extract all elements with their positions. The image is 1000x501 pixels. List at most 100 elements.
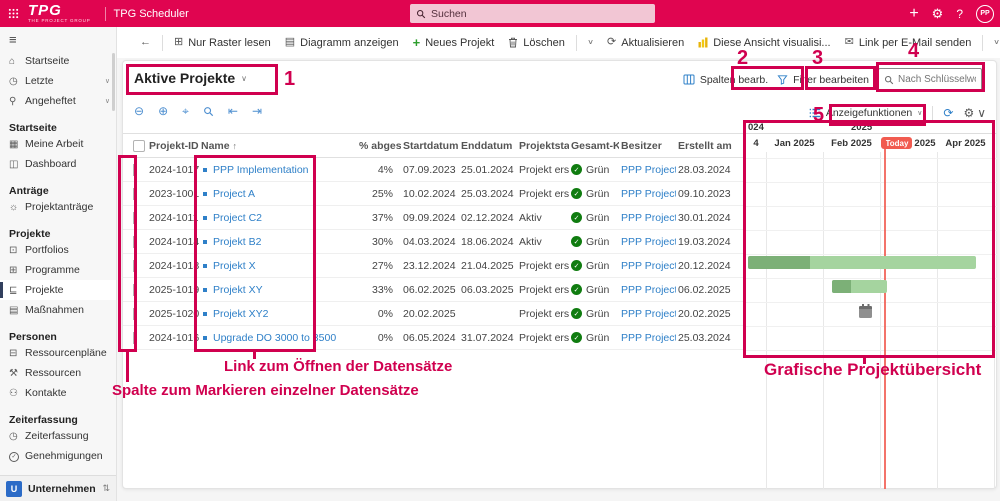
- sidebar-item-dashboard[interactable]: ◫ Dashboard: [0, 154, 116, 174]
- cell-projektstand: Projekt erstellt: [519, 331, 569, 344]
- gantt-zoom-toolbar: ⊖ ⊕ ⌖ ⇤ ⇥: [134, 105, 262, 117]
- refresh-icon[interactable]: ⟳: [943, 106, 954, 120]
- sidebar-item-zeiterfassung[interactable]: ◷ Zeiterfassung: [0, 426, 116, 446]
- sidebar-item-startseite[interactable]: ⌂ Startseite: [0, 51, 116, 71]
- keyword-search-box[interactable]: [878, 68, 982, 91]
- global-search-input[interactable]: [431, 7, 649, 20]
- project-link[interactable]: Project A: [213, 187, 256, 200]
- column-header-projektstand[interactable]: Projektstand: [519, 139, 569, 152]
- project-link[interactable]: Projekt B2: [213, 235, 262, 248]
- row-checkbox[interactable]: [133, 331, 135, 344]
- project-link[interactable]: Upgrade DO 3000 to 3500: [213, 331, 337, 344]
- sidebar-item-ressourcen[interactable]: ⚒ Ressourcen: [0, 363, 116, 383]
- app-title: TPG Scheduler: [113, 7, 189, 20]
- gantt-bar-projekt-x[interactable]: [748, 256, 976, 269]
- columns-icon: [683, 74, 695, 85]
- row-checkbox[interactable]: [133, 235, 135, 248]
- column-header-besitzer[interactable]: Besitzer: [621, 139, 662, 152]
- email-chevron[interactable]: ∨: [987, 35, 1000, 50]
- search-icon[interactable]: [203, 106, 214, 117]
- row-checkbox[interactable]: [133, 163, 135, 176]
- cell-besitzer: PPP Project Ma: [619, 260, 676, 272]
- global-search-box[interactable]: [410, 4, 655, 23]
- zoom-fit-icon[interactable]: ⌖: [182, 104, 189, 118]
- gear-icon[interactable]: ⚙: [931, 6, 944, 21]
- sidebar-item-genehmigungen[interactable]: ✓ Genehmigungen: [0, 446, 116, 466]
- gantt-bar-projekt-xy[interactable]: [832, 280, 887, 293]
- view-selector[interactable]: Aktive Projekte ∨: [134, 70, 247, 86]
- owner-link[interactable]: PPP Project Ma: [621, 211, 676, 224]
- skip-to-end-icon[interactable]: ⇥: [251, 104, 263, 118]
- sidebar-item-ressourcenpl-ne[interactable]: ⊟ Ressourcenpläne: [0, 343, 116, 363]
- skip-to-start-icon[interactable]: ⇤: [227, 104, 238, 118]
- sidebar-item-projekte[interactable]: ⊑ Projekte: [0, 280, 116, 300]
- row-checkbox[interactable]: [133, 211, 135, 224]
- edit-filter-button[interactable]: Filter bearbeiten: [777, 74, 869, 86]
- row-checkbox[interactable]: [133, 259, 135, 272]
- settings-gear-icon[interactable]: ⚙ ∨: [963, 106, 986, 120]
- keyword-search-input[interactable]: [898, 74, 976, 85]
- project-link[interactable]: PPP Implementation: [213, 163, 309, 176]
- avatar[interactable]: PP: [976, 4, 994, 23]
- email-link-button[interactable]: ✉ Link per E-Mail senden: [838, 33, 979, 53]
- select-all-checkbox[interactable]: [133, 139, 145, 152]
- refresh-button[interactable]: ⟳ Aktualisieren: [600, 33, 691, 53]
- owner-link[interactable]: PPP Project Ma: [621, 259, 676, 272]
- sidebar-item-kontakte[interactable]: ⚇ Kontakte: [0, 383, 116, 403]
- column-header-enddatum[interactable]: Enddatum: [461, 139, 513, 152]
- more-commands-chevron[interactable]: ∨: [581, 35, 600, 50]
- owner-link[interactable]: PPP Project Ma: [621, 187, 676, 200]
- sidebar-scrollbar[interactable]: [112, 53, 115, 111]
- edit-columns-button[interactable]: Spalten bearb.: [683, 74, 768, 86]
- sidebar-item-angeheftet[interactable]: ⚲ Angeheftet ∨: [0, 91, 116, 111]
- column-header-startdatum[interactable]: Startdatum: [403, 139, 459, 152]
- owner-link[interactable]: PPP Project Ma: [621, 163, 676, 176]
- grid-icon: ⊞: [174, 36, 184, 48]
- owner-link[interactable]: PPP Project Ma: [621, 235, 676, 248]
- show-chart-button[interactable]: ▤ Diagramm anzeigen: [278, 33, 406, 53]
- hamburger-menu-icon[interactable]: ≡: [9, 31, 17, 47]
- chevron-down-icon: ∨: [241, 73, 248, 83]
- row-checkbox[interactable]: [133, 283, 135, 296]
- help-icon[interactable]: ?: [956, 6, 963, 21]
- column-header-erstellt-am[interactable]: Erstellt am: [678, 139, 732, 152]
- visualize-view-button[interactable]: Diese Ansicht visualisi...: [691, 33, 837, 53]
- new-project-button[interactable]: + Neues Projekt: [406, 32, 502, 53]
- row-checkbox[interactable]: [133, 307, 135, 320]
- sidebar-item-portfolios[interactable]: ⊡ Portfolios: [0, 240, 116, 260]
- owner-link[interactable]: PPP Project Ma: [621, 307, 676, 320]
- column-header-name[interactable]: Name ↑: [201, 139, 238, 152]
- cell-projektstand: Projekt erstellt: [519, 187, 569, 200]
- gantt-milestone-calendar-icon[interactable]: [859, 304, 872, 318]
- column-header-projekt-id[interactable]: Projekt-ID: [149, 139, 199, 152]
- sidebar-footer-unternehmen[interactable]: U Unternehmen ⇅: [0, 475, 116, 501]
- org-switch-icon[interactable]: ⇅: [102, 483, 110, 493]
- sidebar-item-letzte[interactable]: ◷ Letzte ∨: [0, 71, 116, 91]
- project-link[interactable]: Projekt X: [213, 259, 256, 272]
- zoom-in-icon[interactable]: ⊕: [158, 104, 169, 118]
- delete-button[interactable]: Löschen: [501, 33, 572, 53]
- waffle-menu-icon[interactable]: [0, 0, 26, 27]
- owner-link[interactable]: PPP Project Ma: [621, 331, 676, 344]
- project-link[interactable]: Project C2: [213, 211, 263, 224]
- read-grid-only-button[interactable]: ⊞ Nur Raster lesen: [167, 33, 278, 53]
- column-header--abgeschl-[interactable]: % abgeschl...: [359, 139, 401, 152]
- zoom-out-icon[interactable]: ⊖: [134, 104, 145, 118]
- gantt-bar-progress: [748, 256, 810, 269]
- project-link[interactable]: Projekt XY2: [213, 307, 269, 320]
- add-icon[interactable]: +: [909, 4, 919, 22]
- sidebar-item-programme[interactable]: ⊞ Programme: [0, 260, 116, 280]
- row-checkbox[interactable]: [133, 187, 135, 200]
- header-select-all[interactable]: [123, 139, 147, 152]
- project-link[interactable]: Projekt XY: [213, 283, 263, 296]
- sidebar-item-ma-nahmen[interactable]: ▤ Maßnahmen: [0, 300, 116, 320]
- display-options-button[interactable]: Anzeigefunktionen ∨: [809, 107, 923, 119]
- column-header-gesamt-kpi[interactable]: Gesamt-KPI: [571, 139, 619, 152]
- sidebar-item-meine-arbeit[interactable]: ▦ Meine Arbeit: [0, 134, 116, 154]
- cell-erstellt-am: 20.02.2025: [678, 307, 731, 320]
- chevron-down-icon: ∨: [917, 110, 923, 117]
- sidebar-item-projektantr-ge[interactable]: ☼ Projektanträge: [0, 197, 116, 217]
- back-button[interactable]: ←: [133, 33, 158, 52]
- owner-link[interactable]: PPP Project Ma: [621, 283, 676, 296]
